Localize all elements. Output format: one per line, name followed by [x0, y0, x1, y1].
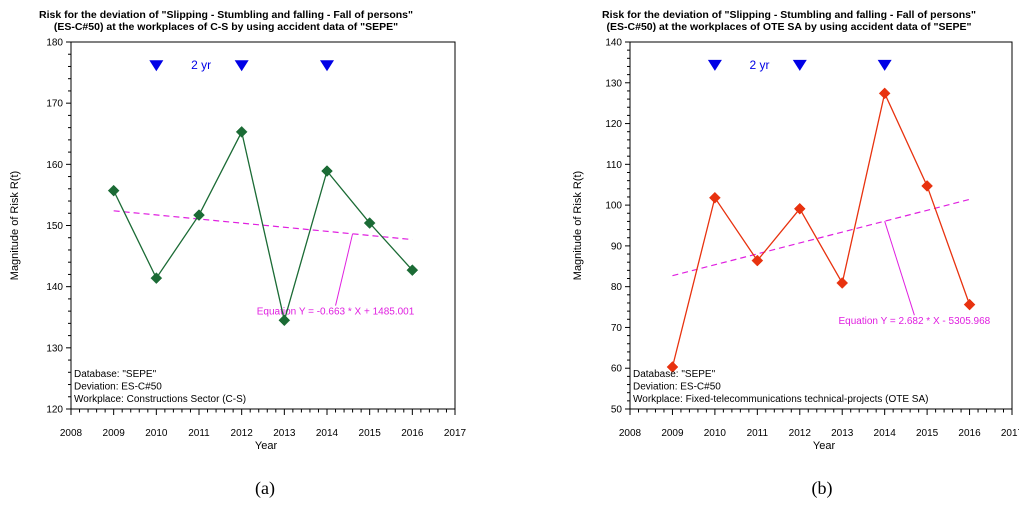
data-point — [406, 264, 419, 277]
x-axis-label: Year — [813, 440, 836, 452]
series-line — [671, 91, 971, 368]
period-label: 2 yr — [749, 58, 769, 72]
info-line: Workplace: Constructions Sector (C-S) — [74, 394, 246, 405]
caption: (b) — [812, 478, 833, 499]
data-point — [278, 314, 291, 327]
x-tick-label: 2008 — [619, 428, 642, 439]
x-tick-label: 2011 — [188, 428, 210, 439]
data-point — [193, 209, 205, 221]
x-tick-label: 2013 — [273, 428, 296, 439]
x-tick-label: 2009 — [103, 428, 126, 439]
data-point — [235, 126, 248, 138]
y-axis-label: Magnitude of Risk R(t) — [9, 171, 21, 280]
chart-1: Risk for the deviation of "Slipping - St… — [572, 9, 1019, 499]
y-tick-label: 170 — [46, 99, 63, 110]
y-tick-label: 90 — [611, 241, 623, 252]
equation-pointer — [335, 233, 354, 306]
period-marker — [877, 59, 892, 71]
y-tick-label: 120 — [46, 405, 63, 416]
data-point — [921, 180, 933, 192]
x-tick-label: 2013 — [831, 428, 854, 439]
plot-frame — [629, 41, 1013, 410]
y-tick-label: 140 — [46, 282, 63, 293]
data-point — [363, 217, 376, 229]
y-tick-label: 140 — [605, 38, 622, 49]
period-marker — [320, 60, 334, 72]
x-tick-label: 2015 — [916, 428, 939, 439]
equation-label: Equation Y = 2.682 * X - 5305.968 — [839, 316, 991, 327]
y-tick-label: 130 — [46, 343, 63, 354]
data-point — [107, 184, 120, 197]
equation-label: Equation Y = -0.663 * X + 1485.001 — [257, 307, 415, 318]
period-marker — [234, 60, 249, 72]
x-axis-label: Year — [255, 440, 278, 452]
series-line — [113, 130, 413, 321]
x-tick-label: 2010 — [145, 428, 168, 439]
y-tick-label: 80 — [611, 282, 623, 293]
y-tick-label: 180 — [46, 38, 63, 49]
data-point — [666, 361, 679, 373]
data-point — [150, 272, 163, 284]
y-tick-label: 150 — [46, 221, 63, 232]
y-axis-label: Magnitude of Risk R(t) — [572, 171, 584, 280]
info-line: Database: "SEPE" — [74, 369, 157, 380]
y-tick-label: 160 — [46, 160, 63, 171]
x-tick-label: 2010 — [704, 428, 727, 439]
x-tick-label: 2009 — [661, 428, 684, 439]
chart-subtitle: (ES-C#50) at the workplaces of C-S by us… — [54, 21, 398, 33]
y-tick-label: 60 — [611, 364, 623, 375]
info-line: Deviation: ES-C#50 — [633, 382, 721, 393]
y-tick-label: 110 — [606, 160, 622, 171]
chart-subtitle: (ES-C#50) at the workplaces of OTE SA by… — [607, 21, 972, 33]
period-marker — [792, 59, 807, 71]
info-line: Workplace: Fixed-telecommunications tech… — [633, 394, 928, 405]
y-tick-label: 70 — [611, 323, 623, 334]
data-point — [836, 277, 849, 289]
data-point — [321, 165, 333, 177]
data-point — [878, 87, 891, 100]
x-tick-label: 2015 — [359, 428, 382, 439]
y-tick-label: 120 — [605, 119, 622, 130]
period-marker — [149, 60, 164, 72]
x-tick-label: 2017 — [444, 428, 467, 439]
period-label: 2 yr — [191, 58, 211, 72]
y-tick-label: 100 — [605, 201, 622, 212]
data-point — [793, 202, 806, 215]
trend-line — [672, 198, 970, 277]
info-line: Deviation: ES-C#50 — [74, 382, 162, 393]
x-tick-label: 2008 — [60, 428, 83, 439]
info-line: Database: "SEPE" — [633, 369, 716, 380]
x-tick-label: 2012 — [231, 428, 254, 439]
data-point — [709, 191, 721, 204]
chart-title: Risk for the deviation of "Slipping - St… — [39, 9, 413, 21]
equation-pointer — [884, 221, 915, 316]
y-tick-label: 130 — [605, 78, 622, 89]
period-marker — [707, 59, 722, 71]
x-tick-label: 2014 — [874, 428, 897, 439]
caption: (a) — [255, 478, 275, 499]
x-tick-label: 2014 — [316, 428, 339, 439]
x-tick-label: 2016 — [401, 428, 424, 439]
x-tick-label: 2017 — [1001, 428, 1019, 439]
chart-title: Risk for the deviation of "Slipping - St… — [602, 9, 976, 21]
x-tick-label: 2016 — [958, 428, 981, 439]
chart-0: Risk for the deviation of "Slipping - St… — [9, 9, 467, 499]
x-tick-label: 2011 — [747, 428, 769, 439]
data-point — [963, 298, 976, 311]
data-point — [751, 254, 764, 267]
x-tick-label: 2012 — [789, 428, 812, 439]
y-tick-label: 50 — [611, 405, 623, 416]
